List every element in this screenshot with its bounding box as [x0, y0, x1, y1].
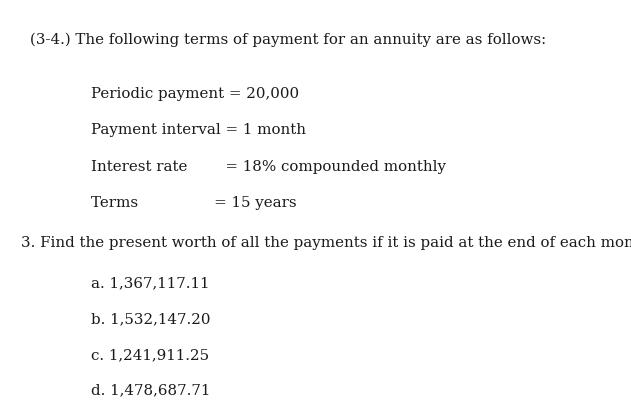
Text: (3-4.) The following terms of payment for an annuity are as follows:: (3-4.) The following terms of payment fo…: [30, 32, 546, 47]
Text: Payment interval = 1 month: Payment interval = 1 month: [91, 123, 307, 137]
Text: c. 1,241,911.25: c. 1,241,911.25: [91, 348, 209, 362]
Text: Interest rate        = 18% compounded monthly: Interest rate = 18% compounded monthly: [91, 160, 447, 174]
Text: 3. Find the present worth of all the payments if it is paid at the end of each m: 3. Find the present worth of all the pay…: [21, 236, 631, 250]
Text: Periodic payment = 20,000: Periodic payment = 20,000: [91, 87, 300, 101]
Text: d. 1,478,687.71: d. 1,478,687.71: [91, 383, 211, 398]
Text: Terms                = 15 years: Terms = 15 years: [91, 196, 297, 210]
Text: a. 1,367,117.11: a. 1,367,117.11: [91, 277, 210, 291]
Text: b. 1,532,147.20: b. 1,532,147.20: [91, 312, 211, 326]
